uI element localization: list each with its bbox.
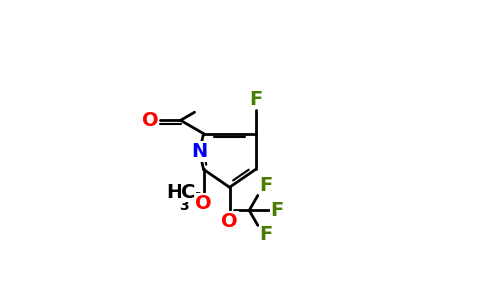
Text: H: H: [166, 183, 183, 202]
Text: N: N: [191, 142, 208, 161]
Text: F: F: [270, 201, 284, 220]
Text: F: F: [259, 225, 272, 244]
Text: F: F: [249, 90, 262, 109]
Text: F: F: [259, 176, 272, 195]
Text: C: C: [182, 183, 196, 202]
Text: 3: 3: [179, 199, 188, 213]
Text: O: O: [221, 212, 238, 231]
Text: O: O: [142, 111, 159, 130]
Text: O: O: [195, 194, 212, 213]
